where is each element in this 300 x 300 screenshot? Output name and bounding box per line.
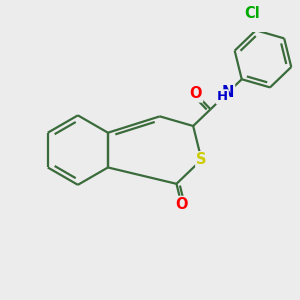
Text: O: O <box>190 86 202 101</box>
Text: O: O <box>175 197 188 212</box>
Text: H: H <box>217 90 228 104</box>
Text: Cl: Cl <box>244 6 260 21</box>
Text: N: N <box>222 85 234 100</box>
Text: S: S <box>196 152 207 167</box>
